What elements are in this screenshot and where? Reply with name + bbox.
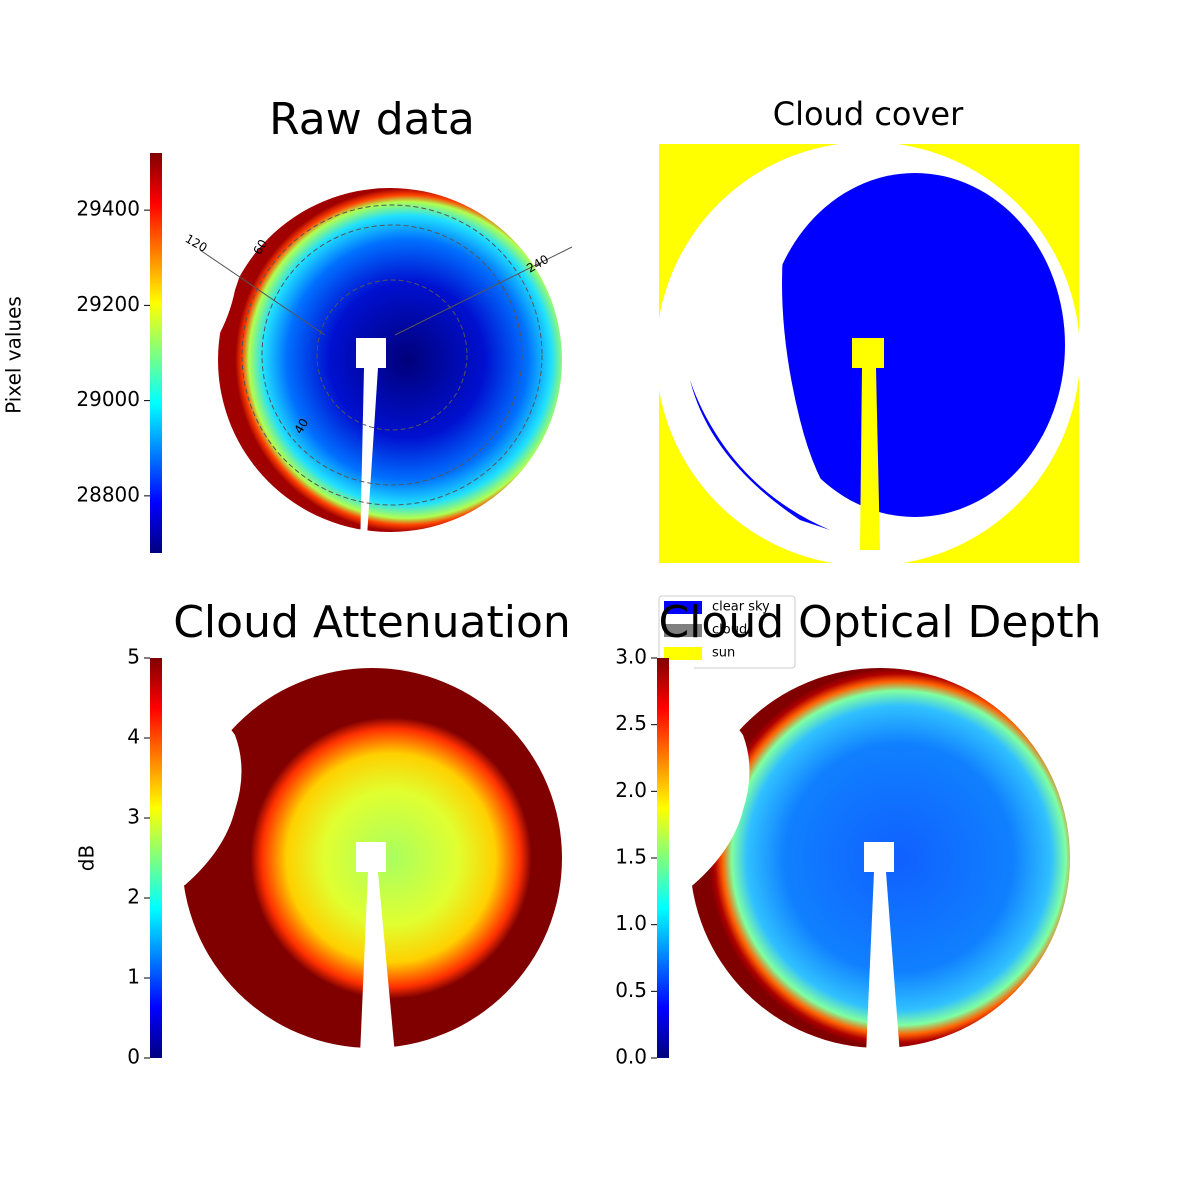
colorbar-tick-label: 29400 — [76, 197, 140, 221]
colorbar-tick-label: 2 — [127, 885, 140, 909]
colorbar-tick-label: 29000 — [76, 387, 140, 411]
colorbar-tick-label: 4 — [127, 725, 140, 749]
panel-title: Cloud Optical Depth — [658, 597, 1101, 648]
colorbar — [150, 153, 162, 553]
legend-swatch — [664, 624, 702, 637]
legend-entries: clear sky cloud sun — [664, 600, 770, 661]
panel-title: Cloud Attenuation — [173, 597, 571, 648]
legend-label: clear sky — [712, 600, 770, 615]
legend-swatch — [664, 647, 702, 660]
colorbar-label: dB — [75, 845, 99, 871]
colorbar-tick-label: 0.0 — [615, 1045, 647, 1069]
colorbar-tick-label: 5 — [127, 645, 140, 669]
raw-image — [150, 160, 573, 552]
attenuation-image — [150, 660, 562, 1055]
panel-title: Raw data — [269, 94, 475, 145]
colorbar-tick-label: 3.0 — [615, 645, 647, 669]
legend-label: cloud — [712, 623, 747, 638]
legend-label: sun — [712, 646, 735, 661]
colorbar-tick-label: 2.5 — [615, 711, 647, 735]
colorbar-tick-label: 29200 — [76, 292, 140, 316]
colorbar-tick-label: 28800 — [76, 482, 140, 506]
colorbar-tick-label: 1 — [127, 965, 140, 989]
colorbar-tick-label: 2.0 — [615, 778, 647, 802]
colorbar-tick-label: 0 — [127, 1045, 140, 1069]
colorbar-tick-label: 1.0 — [615, 911, 647, 935]
panel-title: Cloud cover — [773, 95, 964, 133]
colorbar — [150, 658, 162, 1058]
colorbar-label: Pixel values — [2, 296, 26, 414]
legend-swatch — [664, 601, 702, 614]
polar-label: 40 — [292, 416, 312, 436]
polar-label: 60 — [251, 237, 271, 257]
colorbars: 28800 29000 29200 29400 0 1 2 3 4 5 0.0 0.5 1.0 1.5 2.… — [76, 153, 669, 1069]
optical-depth-image — [670, 660, 1070, 1055]
colorbar-tick-label: 3 — [127, 805, 140, 829]
cloud-cover-image — [656, 142, 1080, 566]
colorbar-tick-label: 1.5 — [615, 845, 647, 869]
colorbar-tick-label: 0.5 — [615, 978, 647, 1002]
colorbar — [657, 658, 669, 1058]
